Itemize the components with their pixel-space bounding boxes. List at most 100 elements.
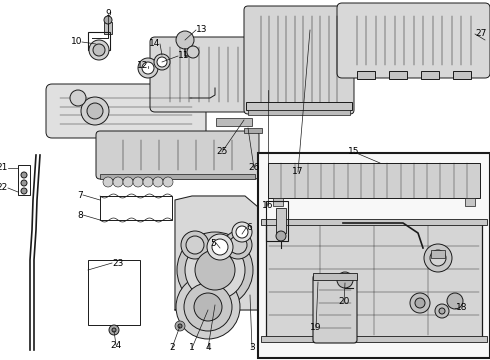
- Bar: [246, 102, 352, 110]
- Bar: [18, 165, 30, 195]
- Text: 25: 25: [216, 148, 228, 157]
- Bar: [389, 71, 407, 79]
- Circle shape: [89, 40, 109, 60]
- Text: 24: 24: [110, 341, 122, 350]
- Circle shape: [21, 188, 27, 194]
- Circle shape: [194, 293, 222, 321]
- Circle shape: [447, 293, 463, 309]
- Bar: [465, 198, 475, 206]
- FancyBboxPatch shape: [313, 275, 357, 343]
- Bar: [266, 223, 482, 338]
- Bar: [244, 128, 262, 133]
- Circle shape: [415, 298, 425, 308]
- Text: 1: 1: [189, 343, 195, 352]
- Circle shape: [424, 244, 452, 272]
- Circle shape: [181, 231, 209, 259]
- Circle shape: [195, 250, 235, 290]
- Text: 18: 18: [456, 303, 467, 312]
- Text: 20: 20: [338, 297, 350, 306]
- Text: 12: 12: [137, 62, 148, 71]
- Circle shape: [224, 231, 252, 259]
- Circle shape: [113, 177, 123, 187]
- Circle shape: [153, 177, 163, 187]
- Circle shape: [163, 177, 173, 187]
- Text: 11: 11: [178, 51, 190, 60]
- Bar: [216, 118, 252, 126]
- Circle shape: [133, 177, 143, 187]
- Circle shape: [177, 232, 253, 308]
- Text: 27: 27: [475, 30, 487, 39]
- Bar: [268, 163, 480, 198]
- Text: 3: 3: [249, 343, 255, 352]
- Polygon shape: [175, 196, 258, 310]
- Circle shape: [21, 172, 27, 178]
- Circle shape: [229, 236, 247, 254]
- Text: 7: 7: [77, 190, 83, 199]
- Bar: [453, 71, 471, 79]
- Circle shape: [123, 177, 133, 187]
- Circle shape: [186, 236, 204, 254]
- Text: 23: 23: [112, 258, 123, 267]
- Circle shape: [410, 293, 430, 313]
- Circle shape: [103, 177, 113, 187]
- Bar: [261, 219, 487, 225]
- Circle shape: [232, 222, 252, 242]
- FancyBboxPatch shape: [96, 131, 259, 179]
- Circle shape: [112, 328, 116, 332]
- Text: 14: 14: [148, 40, 160, 49]
- FancyBboxPatch shape: [150, 37, 258, 112]
- Circle shape: [143, 177, 153, 187]
- FancyBboxPatch shape: [337, 3, 490, 78]
- Circle shape: [175, 321, 185, 331]
- Circle shape: [138, 58, 158, 78]
- Bar: [248, 110, 350, 115]
- Bar: [357, 71, 375, 79]
- Text: 10: 10: [71, 37, 82, 46]
- Bar: [100, 174, 255, 179]
- Text: 21: 21: [0, 163, 8, 172]
- Text: 26: 26: [248, 163, 260, 172]
- Bar: [104, 22, 112, 34]
- Bar: [88, 260, 140, 325]
- Circle shape: [87, 103, 103, 119]
- Circle shape: [109, 325, 119, 335]
- Circle shape: [157, 57, 167, 67]
- Bar: [276, 208, 286, 233]
- Text: 8: 8: [77, 211, 83, 220]
- Circle shape: [154, 54, 170, 70]
- Circle shape: [185, 240, 245, 300]
- Circle shape: [430, 250, 446, 266]
- FancyBboxPatch shape: [244, 6, 354, 114]
- Bar: [261, 336, 487, 342]
- Circle shape: [104, 16, 112, 24]
- Text: 17: 17: [292, 167, 304, 176]
- Text: 15: 15: [348, 148, 360, 157]
- Circle shape: [212, 239, 228, 255]
- Text: 16: 16: [262, 201, 274, 210]
- Text: 19: 19: [310, 324, 322, 333]
- Text: 6: 6: [246, 224, 252, 233]
- Text: 4: 4: [205, 343, 211, 352]
- Circle shape: [178, 324, 182, 328]
- Text: 9: 9: [105, 9, 111, 18]
- Circle shape: [207, 234, 233, 260]
- Circle shape: [187, 46, 199, 58]
- Bar: [100, 196, 172, 220]
- Circle shape: [276, 231, 286, 241]
- Bar: [273, 198, 283, 206]
- Circle shape: [176, 31, 194, 49]
- Bar: [258, 153, 490, 358]
- Circle shape: [176, 275, 240, 339]
- FancyBboxPatch shape: [46, 84, 206, 138]
- Bar: [431, 250, 445, 258]
- Text: 5: 5: [210, 238, 216, 248]
- Circle shape: [81, 97, 109, 125]
- Circle shape: [93, 44, 105, 56]
- Circle shape: [70, 90, 86, 106]
- Circle shape: [236, 226, 248, 238]
- Text: 2: 2: [169, 343, 175, 352]
- Circle shape: [435, 304, 449, 318]
- Text: 22: 22: [0, 184, 8, 193]
- Bar: [266, 201, 288, 241]
- Circle shape: [142, 62, 154, 74]
